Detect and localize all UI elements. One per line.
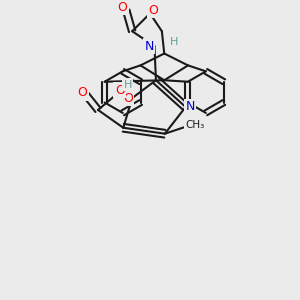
Text: N: N: [144, 40, 154, 52]
Text: H: H: [169, 37, 178, 46]
Text: O: O: [148, 4, 158, 17]
Text: H: H: [124, 80, 132, 90]
Text: O: O: [118, 1, 128, 14]
Text: CH₃: CH₃: [185, 120, 204, 130]
Text: N: N: [185, 100, 195, 113]
Text: O: O: [115, 83, 124, 97]
Text: O: O: [78, 86, 88, 99]
Text: O: O: [123, 92, 133, 105]
